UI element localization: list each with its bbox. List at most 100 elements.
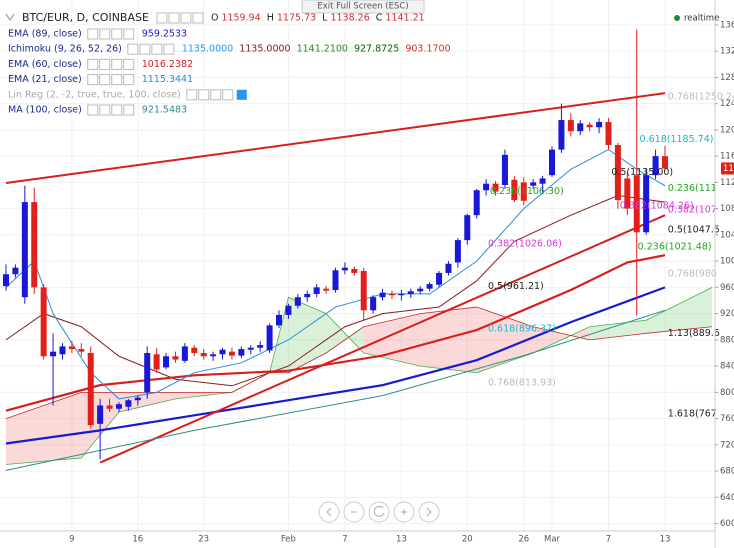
legend-label: EMA (60, close) — [8, 59, 82, 70]
candle-body — [436, 272, 443, 285]
indicator-line — [5, 149, 666, 400]
reset[interactable] — [368, 501, 390, 523]
candle-body — [379, 292, 386, 298]
fib-label: 0.768(1250.24) — [668, 91, 734, 102]
legend-value: 921.5483 — [142, 105, 187, 116]
ohlc-label: H — [267, 13, 274, 24]
fib-label: 0.382(1026.06) — [488, 239, 562, 250]
exit-fullscreen[interactable]: Exit Full Screen (ESC) — [317, 2, 408, 12]
icon-button[interactable] — [151, 43, 163, 55]
icon-button[interactable] — [123, 58, 135, 70]
icon-button[interactable] — [99, 58, 111, 70]
candle-body — [624, 178, 631, 209]
fib-label: 0.236(1021.48) — [638, 242, 712, 253]
x-tick-label: Feb — [281, 535, 296, 545]
icon-button[interactable] — [210, 89, 222, 101]
icon-button[interactable] — [99, 104, 111, 116]
y-tick-label: 880 — [720, 335, 734, 345]
candle-body — [219, 349, 226, 355]
exit-fullscreen-button[interactable] — [301, 0, 425, 14]
candle-body — [134, 397, 141, 401]
candle-body — [483, 183, 490, 191]
icon-button[interactable] — [99, 28, 111, 40]
icon-button[interactable] — [163, 43, 175, 55]
icon-button[interactable] — [111, 74, 123, 86]
candle-body — [31, 202, 38, 288]
legend-label: EMA (21, close) — [8, 74, 82, 85]
candle-body — [115, 404, 122, 409]
fib-label: 0.5(1135.00) — [611, 167, 673, 178]
icon-button[interactable] — [180, 12, 192, 24]
icon-button[interactable] — [111, 104, 123, 116]
legend-value: 1135.0000 — [239, 44, 290, 55]
candle-body — [210, 354, 217, 357]
fib-label: 0.236(111 — [668, 183, 717, 194]
visibility-toggle[interactable] — [236, 89, 247, 100]
icon-button[interactable] — [192, 12, 204, 24]
scroll-left[interactable] — [318, 501, 340, 523]
candle-body — [577, 123, 584, 132]
icon-button[interactable] — [87, 104, 99, 116]
candle-body — [530, 182, 537, 186]
x-tick-label: 20 — [462, 535, 473, 545]
x-tick-label: 23 — [198, 535, 209, 545]
candle-body — [106, 405, 113, 409]
icon-button[interactable] — [111, 58, 123, 70]
icon-button[interactable] — [139, 43, 151, 55]
candle-body — [501, 154, 508, 186]
candle-body — [558, 120, 565, 150]
y-tick-label: 1120 — [720, 178, 734, 188]
icon-button[interactable] — [198, 89, 210, 101]
cloud-segment — [420, 307, 477, 373]
collapse-icon[interactable] — [5, 13, 15, 21]
icon-button[interactable] — [99, 74, 111, 86]
legend-label: MA (100, close) — [8, 105, 82, 116]
candle-body — [520, 182, 527, 201]
y-tick-label: 680 — [720, 467, 734, 477]
x-tick-label: 9 — [69, 535, 74, 545]
candle-body — [426, 284, 433, 289]
y-tick-label: 760 — [720, 414, 734, 424]
candle-body — [285, 305, 292, 315]
x-tick-label: 13 — [396, 535, 407, 545]
y-tick-label: 720 — [720, 440, 734, 450]
candle-body — [59, 346, 66, 355]
icon-button[interactable] — [127, 43, 139, 55]
icon-button[interactable] — [222, 89, 234, 101]
y-tick-label: 840 — [720, 362, 734, 372]
indicator-line — [99, 214, 666, 464]
icon-button[interactable] — [168, 12, 180, 24]
icon-button[interactable] — [186, 89, 198, 101]
icon-button[interactable] — [87, 74, 99, 86]
icon-button[interactable] — [87, 28, 99, 40]
candle-body — [323, 288, 330, 291]
scroll-right[interactable] — [418, 501, 440, 523]
icon-button[interactable] — [123, 74, 135, 86]
candle-body — [294, 297, 301, 306]
candle-body — [276, 314, 283, 326]
x-tick-label: 16 — [132, 535, 143, 545]
icon-button[interactable] — [156, 12, 168, 24]
candle-body — [68, 346, 75, 350]
candle-body — [266, 325, 273, 351]
icon-button[interactable] — [123, 104, 135, 116]
ohlc-value: 1138.26 — [330, 13, 369, 24]
candle-body — [78, 349, 85, 352]
candle-body — [247, 347, 254, 350]
candle-body — [407, 291, 414, 294]
icon-button[interactable] — [123, 28, 135, 40]
candle-body — [21, 202, 28, 298]
icon-button[interactable] — [87, 58, 99, 70]
fib-label: 0.618(1185.74) — [640, 134, 714, 145]
candle-body — [360, 270, 367, 311]
candle-body — [633, 175, 640, 233]
ohlc-label: L — [322, 13, 328, 24]
icon-button[interactable] — [111, 28, 123, 40]
cloud-segment — [363, 313, 421, 367]
x-tick-label: Mar — [544, 535, 561, 545]
cloud-segment — [646, 287, 713, 334]
